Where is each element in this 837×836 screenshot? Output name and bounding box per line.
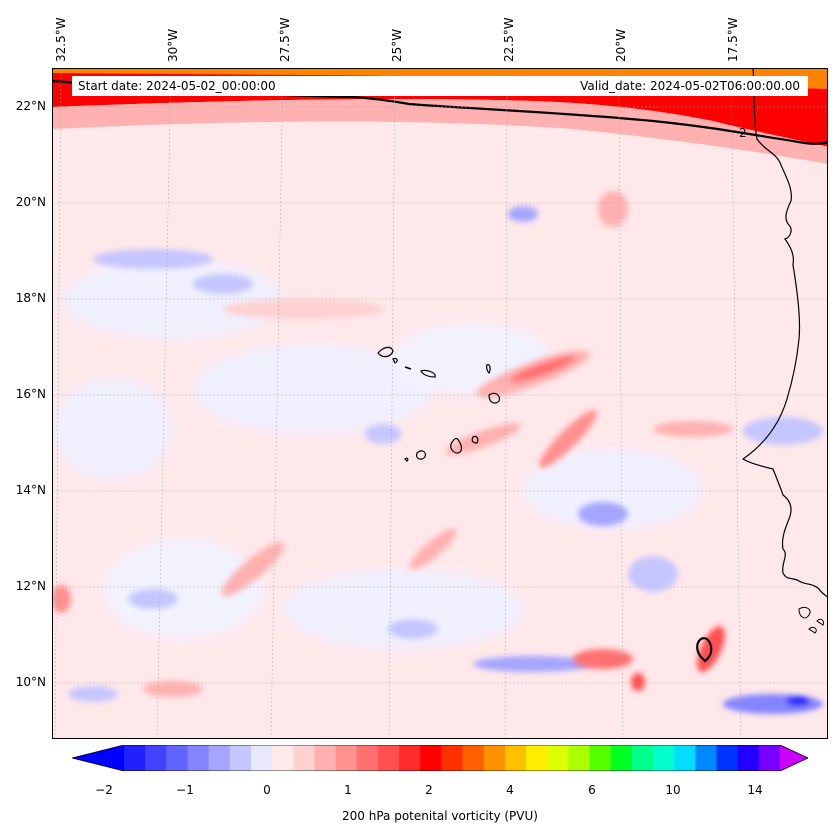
colorbar-tick-label: 10 — [665, 783, 681, 797]
colorbar-swatch — [187, 745, 210, 771]
colorbar-tick-label: −1 — [176, 783, 194, 797]
map-canvas: 2 — [53, 69, 827, 738]
colorbar-tick-label: 0 — [263, 783, 271, 797]
colorbar-min-extend — [72, 745, 124, 771]
colorbar-tick-label: 6 — [588, 783, 596, 797]
longitude-label: 30°W — [166, 28, 180, 62]
colorbar-swatch — [483, 745, 506, 771]
colorbar-swatch — [420, 745, 442, 771]
colorbar — [72, 745, 808, 771]
colorbar-tick-label: 1 — [344, 783, 352, 797]
latitude-label: 14°N — [15, 483, 46, 497]
colorbar-tick-label: 4 — [506, 783, 514, 797]
colorbar-max-extend — [780, 745, 808, 771]
latitude-label: 18°N — [15, 291, 46, 305]
colorbar-swatch — [229, 745, 252, 771]
pv-field-low — [68, 206, 823, 714]
colorbar-swatch — [377, 745, 400, 771]
colorbar-swatch — [124, 745, 146, 771]
latitude-label: 22°N — [15, 99, 46, 113]
colorbar-swatch — [589, 745, 612, 771]
contour-label: 2 — [739, 126, 747, 140]
colorbar-swatch — [758, 745, 781, 771]
start-date-text: Start date: 2024-05-02_00:00:00 — [78, 79, 276, 93]
colorbar-swatch — [653, 745, 675, 771]
colorbar-swatch — [674, 745, 696, 771]
colorbar-swatch — [145, 745, 167, 771]
pv-strong-core — [53, 69, 827, 89]
latitude-label: 16°N — [15, 387, 46, 401]
bijagos-islands — [798, 606, 824, 634]
valid-date-text: Valid_date: 2024-05-02T06:00:00.00 — [580, 79, 800, 93]
colorbar-swatch — [335, 745, 358, 771]
colorbar-swatch — [356, 745, 379, 771]
colorbar-swatch — [399, 745, 421, 771]
colorbar-swatch — [441, 745, 464, 771]
date-bar: Start date: 2024-05-02_00:00:00 Valid_da… — [72, 76, 808, 96]
colorbar-swatch — [568, 745, 591, 771]
latitude-label: 20°N — [15, 195, 46, 209]
colorbar-swatch — [631, 745, 654, 771]
colorbar-swatch — [504, 745, 527, 771]
pv-contour-2-south — [696, 637, 713, 663]
colorbar-swatch — [716, 745, 739, 771]
cape-verde-islands — [377, 346, 500, 462]
latitude-label: 10°N — [15, 675, 46, 689]
colorbar-swatch — [272, 745, 294, 771]
colorbar-swatch — [208, 745, 231, 771]
colorbar-swatch — [462, 745, 485, 771]
colorbar-title: 200 hPa potenital vorticity (PVU) — [342, 809, 538, 823]
colorbar-swatch — [314, 745, 337, 771]
longitude-label: 17.5°W — [726, 17, 740, 62]
longitude-label: 20°W — [614, 28, 628, 62]
map-panel: 2 — [52, 68, 828, 739]
colorbar-swatch — [293, 745, 315, 771]
pv-field-high — [53, 191, 733, 697]
longitude-label: 27.5°W — [278, 17, 292, 62]
longitude-label: 22.5°W — [502, 17, 516, 62]
gridlines — [53, 69, 827, 738]
pv-field-weak — [53, 259, 703, 649]
colorbar-tick-label: −2 — [95, 783, 113, 797]
colorbar-swatch — [166, 745, 188, 771]
colorbar-swatch — [526, 745, 548, 771]
pv-strong-edge — [53, 99, 827, 164]
colorbar-swatch — [250, 745, 273, 771]
longitude-label: 32.5°W — [54, 17, 68, 62]
colorbar-swatch — [610, 745, 633, 771]
africa-coastline — [741, 69, 827, 598]
longitude-label: 25°W — [390, 28, 404, 62]
colorbar-swatch — [695, 745, 718, 771]
colorbar-swatch — [547, 745, 569, 771]
latitude-label: 12°N — [15, 579, 46, 593]
colorbar-tick-label: 2 — [425, 783, 433, 797]
colorbar-tick-label: 14 — [747, 783, 763, 797]
island-small — [404, 366, 412, 370]
colorbar-swatch — [737, 745, 760, 771]
